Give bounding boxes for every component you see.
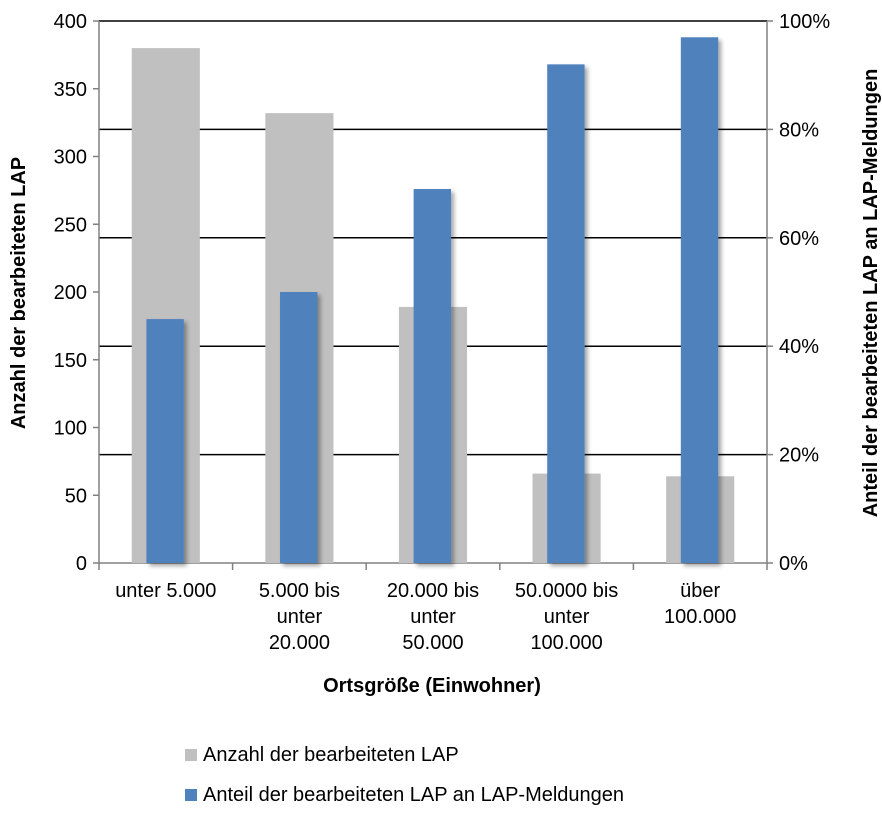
series-share-bars (146, 37, 719, 564)
bar-share (146, 319, 184, 563)
left-axis-tick-label: 50 (65, 485, 87, 507)
x-axis-tick-label: über 100.000 (664, 580, 736, 628)
left-axis-tick-label: 250 (54, 214, 87, 236)
left-axis-tick-label: 350 (54, 79, 87, 101)
right-axis-tick-label: 40% (779, 336, 819, 358)
left-axis-tick-label: 150 (54, 350, 87, 372)
right-axis-tick-label: 80% (779, 119, 819, 141)
left-axis-tick-label: 100 (54, 418, 87, 440)
legend-swatch-blue (185, 789, 197, 801)
right-axis-tick-labels: 0% 20% 40% 60% 80% 100% (779, 11, 830, 575)
x-axis-tick-label: unter 5.000 (115, 580, 216, 602)
axes (93, 20, 773, 570)
left-axis-tick-label: 300 (54, 147, 87, 169)
left-axis-tick-label: 0 (76, 553, 87, 575)
right-axis-tick-label: 20% (779, 445, 819, 467)
legend-swatch-gray (185, 749, 197, 761)
right-axis-tick-label: 60% (779, 228, 819, 250)
right-axis-tick-label: 0% (779, 553, 808, 575)
bar-chart: 0 50 100 150 200 250 300 350 400 0% 20% 40% 60% 80% 1… (8, 11, 882, 697)
legend-label: Anzahl der bearbeiteten LAP (203, 744, 459, 766)
legend-label: Anteil der bearbeiteten LAP an LAP-Meldu… (203, 784, 625, 806)
left-axis-tick-labels: 0 50 100 150 200 250 300 350 400 (54, 11, 87, 575)
legend-item-count: Anzahl der bearbeiteten LAP (185, 735, 624, 775)
x-axis-tick-label: 50.0000 bis unter 100.000 (515, 580, 618, 654)
x-axis-tick-label: 20.000 bis unter 50.000 (387, 580, 479, 654)
left-axis-tick-label: 400 (54, 11, 87, 33)
x-axis-label: Ortsgröße (Einwohner) (323, 675, 541, 697)
y-axis-label: Anzahl der bearbeiteten LAP (8, 157, 30, 429)
y2-axis-label: Anteil der bearbeiteten LAP an LAP-Meldu… (860, 69, 882, 518)
right-axis-tick-label: 100% (779, 11, 830, 33)
legend-item-share: Anteil der bearbeiteten LAP an LAP-Meldu… (185, 775, 624, 815)
bar-share (547, 64, 585, 564)
x-axis-tick-label: 5.000 bis unter 20.000 (259, 580, 340, 654)
bar-share (413, 189, 452, 563)
bar-share (680, 37, 719, 563)
bar-share (280, 292, 318, 563)
x-axis-tick-labels: unter 5.000 5.000 bis unter 20.000 20.000 bi… (115, 580, 736, 654)
legend: Anzahl der bearbeiteten LAP Anteil der b… (185, 735, 624, 815)
left-axis-tick-label: 200 (54, 282, 87, 304)
